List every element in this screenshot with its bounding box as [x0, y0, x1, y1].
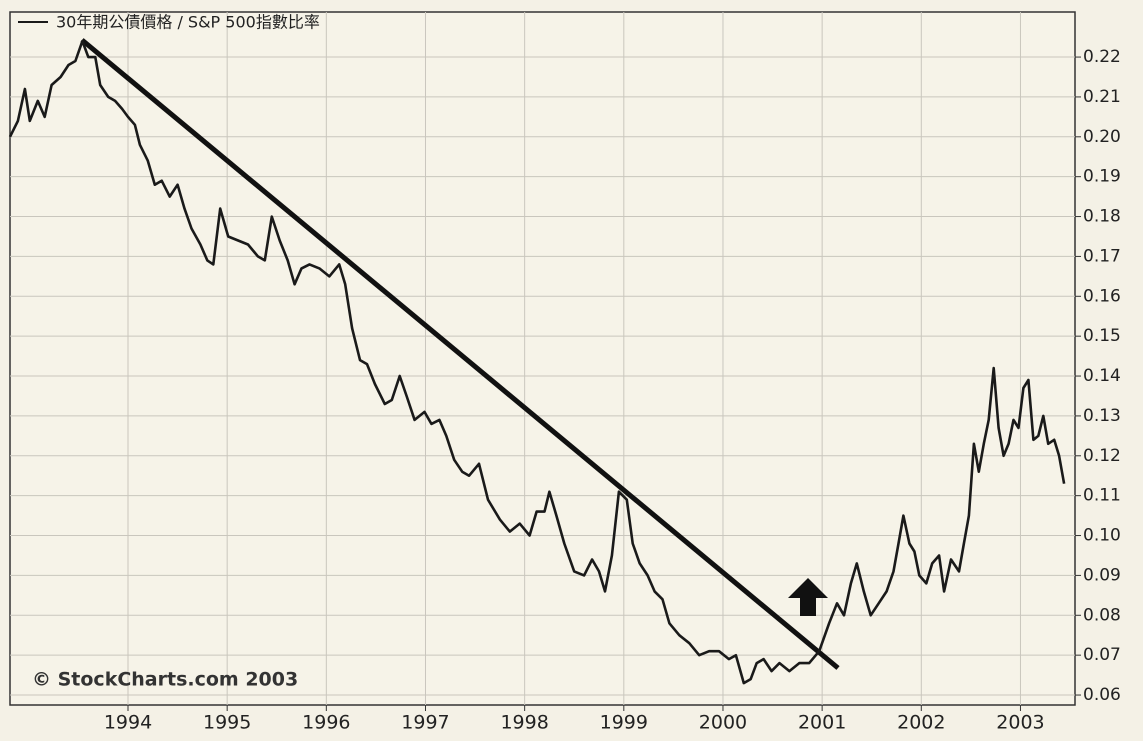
copyright: © StockCharts.com 2003 [32, 669, 298, 691]
x-tick-label: 2000 [699, 712, 747, 734]
y-tick-label: 0.17 [1083, 246, 1121, 266]
grid [10, 12, 1075, 705]
x-tick-label: 1998 [500, 712, 548, 734]
y-tick-label: 0.08 [1083, 605, 1121, 625]
up-arrow [788, 578, 828, 616]
x-tick-label: 1995 [203, 712, 251, 734]
trend-line [80, 38, 840, 670]
y-tick-label: 0.19 [1083, 167, 1121, 187]
legend-label: 30年期公債價格 / S&P 500指數比率 [56, 13, 320, 32]
x-tick-label: 2003 [996, 712, 1044, 734]
x-tick-label: 1997 [401, 712, 449, 734]
y-tick-label: 0.07 [1083, 645, 1121, 665]
x-tick-label: 1996 [302, 712, 350, 734]
y-tick-label: 0.20 [1083, 127, 1121, 147]
data-line [8, 39, 1066, 685]
y-tick-label: 0.16 [1083, 286, 1121, 306]
y-tick-label: 0.15 [1083, 326, 1121, 346]
y-tick-label: 0.10 [1083, 526, 1121, 546]
y-tick-label: 0.22 [1083, 47, 1121, 67]
x-tick-label: 2001 [798, 712, 846, 734]
y-tick-label: 0.09 [1083, 565, 1121, 585]
y-tick-label: 0.06 [1083, 685, 1121, 705]
x-tick-label: 1994 [104, 712, 152, 734]
y-tick-label: 0.14 [1083, 366, 1121, 386]
x-tick-label: 2002 [897, 712, 945, 734]
y-tick-label: 0.11 [1083, 486, 1121, 506]
y-tick-label: 0.13 [1083, 406, 1121, 426]
y-tick-label: 0.18 [1083, 207, 1121, 227]
x-tick-label: 1999 [600, 712, 648, 734]
y-tick-label: 0.21 [1083, 87, 1121, 107]
y-tick-label: 0.12 [1083, 446, 1121, 466]
